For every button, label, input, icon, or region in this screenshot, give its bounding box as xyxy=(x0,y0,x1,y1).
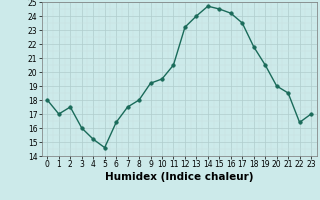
X-axis label: Humidex (Indice chaleur): Humidex (Indice chaleur) xyxy=(105,172,253,182)
